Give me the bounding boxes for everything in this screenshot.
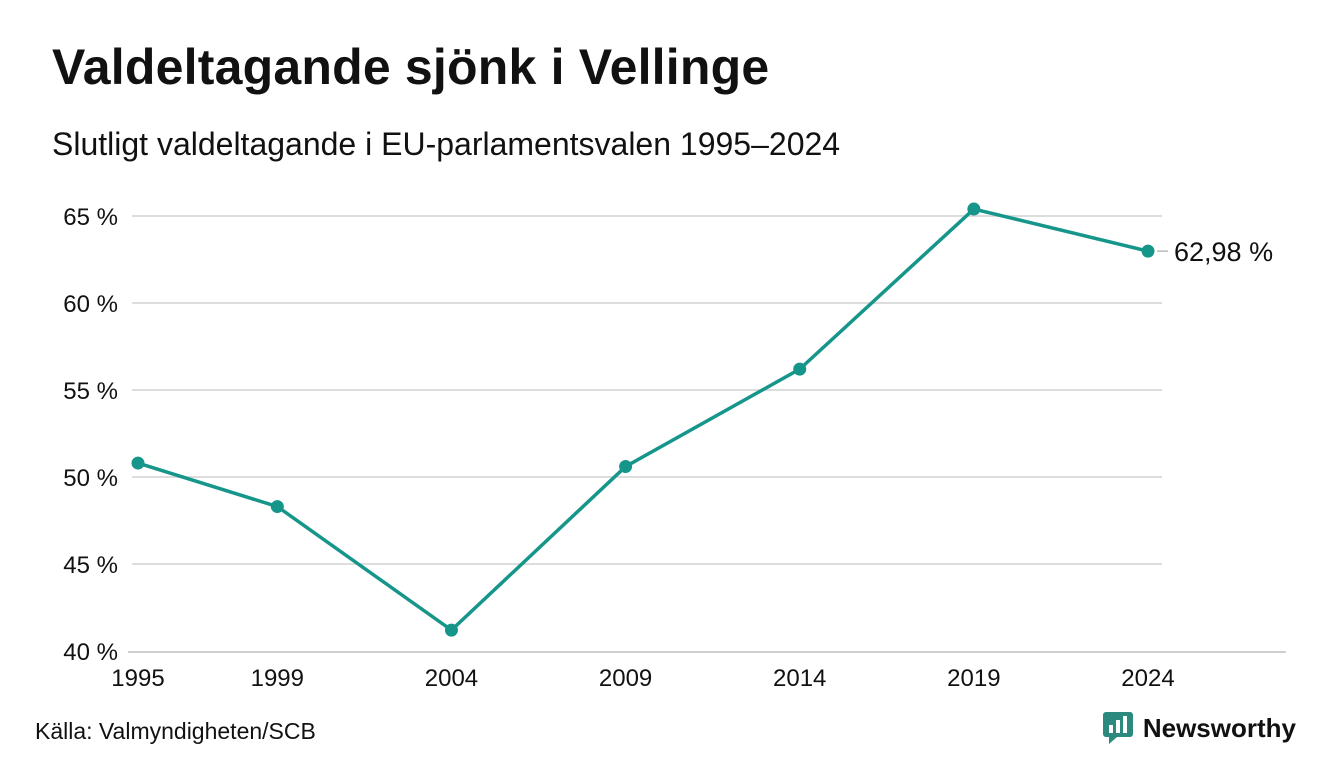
x-tick-label: 2019 xyxy=(947,665,1000,692)
data-point xyxy=(619,460,633,474)
data-point xyxy=(444,623,458,637)
y-tick-label: 50 % xyxy=(63,465,118,492)
brand-logo: Newsworthy xyxy=(1102,712,1296,744)
end-value-label: 62,98 % xyxy=(1174,237,1273,267)
x-tick-label: 2004 xyxy=(425,665,478,692)
x-tick-label: 2024 xyxy=(1121,665,1174,692)
data-point xyxy=(1141,244,1155,258)
data-point xyxy=(967,202,981,216)
newsworthy-logo-icon xyxy=(1102,712,1133,744)
x-tick-label: 2009 xyxy=(599,665,652,692)
x-tick-label: 2014 xyxy=(773,665,826,692)
series-line xyxy=(137,207,1149,632)
data-labels: 62,98 % xyxy=(1157,237,1273,267)
chart-subtitle: Slutligt valdeltagande i EU-parlamentsva… xyxy=(52,126,841,162)
data-point xyxy=(270,500,284,514)
y-tick-label: 55 % xyxy=(63,378,118,405)
y-tick-label: 65 % xyxy=(63,204,118,231)
axes: 40 % 45 % 50 % 55 % 60 % 65 % 1995 1999 2004 2009… xyxy=(63,204,1286,692)
grid-lines xyxy=(132,215,1162,565)
chart-title: Valdeltagande sjönk i Vellinge xyxy=(52,39,770,95)
data-series xyxy=(131,202,1155,637)
x-tick-label: 1995 xyxy=(111,665,164,692)
y-tick-label: 60 % xyxy=(63,291,118,318)
x-tick-label: 1999 xyxy=(251,665,304,692)
y-tick-label: 45 % xyxy=(63,552,118,579)
y-tick-label: 40 % xyxy=(63,639,118,666)
brand-name: Newsworthy xyxy=(1142,712,1296,743)
line-chart: 40 % 45 % 50 % 55 % 60 % 65 % 1995 1999 2004 2009… xyxy=(63,202,1286,692)
data-point xyxy=(131,456,145,470)
source-note: Källa: Valmyndigheten/SCB xyxy=(35,718,316,744)
data-point xyxy=(793,362,807,376)
